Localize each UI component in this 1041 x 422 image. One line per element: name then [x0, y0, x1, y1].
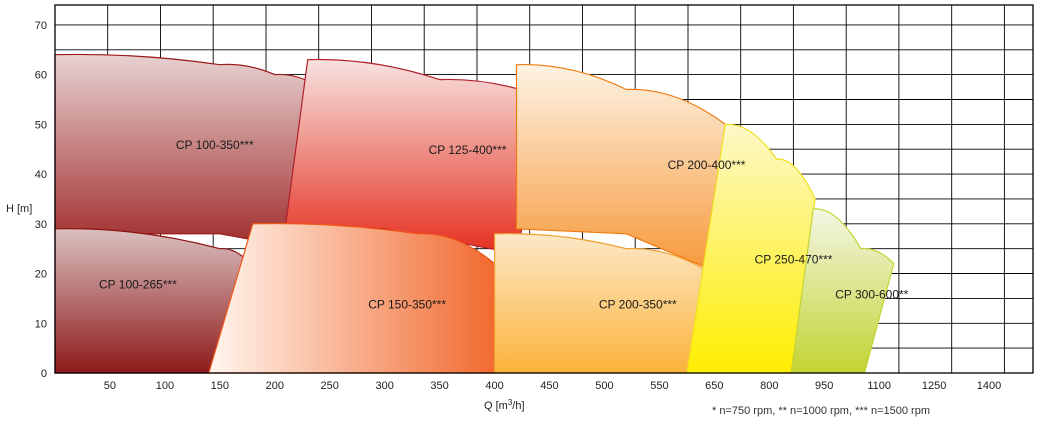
x-axis-label-base: Q [m — [484, 400, 508, 412]
x-tick-label: 150 — [211, 380, 229, 392]
region-label: CP 200-350*** — [599, 297, 677, 311]
y-axis-label: H [m] — [6, 203, 32, 215]
pump-region — [494, 232, 704, 374]
y-tick-label: 20 — [35, 269, 47, 281]
x-axis-label: Q [m3/h] — [484, 398, 525, 412]
x-tick-label: 500 — [595, 380, 613, 392]
x-tick-label: 1100 — [867, 380, 891, 392]
region-labels: CP 100-350*** CP 125-400*** CP 200-400*** C… — [99, 138, 909, 311]
region-label: CP 100-350*** — [176, 138, 254, 152]
pump-region — [790, 208, 895, 374]
x-tick-label: 350 — [430, 380, 448, 392]
y-tick-label: 30 — [35, 219, 47, 231]
x-tick-label: 50 — [104, 380, 116, 392]
speed-footnote: * n=750 rpm, ** n=1000 rpm, *** n=1500 r… — [712, 405, 930, 417]
tick-labels: 50 100 150 200 250 300 350 400 450 500 550 650 800 95… — [35, 20, 1001, 392]
pump-region — [686, 123, 816, 374]
y-tick-label: 60 — [35, 70, 47, 82]
pump-regions — [54, 53, 895, 374]
plot-frame — [54, 4, 1034, 374]
region-label: CP 150-350*** — [368, 297, 446, 311]
y-tick-label: 50 — [35, 119, 47, 131]
y-tick-label: 40 — [35, 169, 47, 181]
x-tick-label: 800 — [760, 380, 778, 392]
x-tick-label: 100 — [156, 380, 174, 392]
x-tick-label: 300 — [376, 380, 394, 392]
x-tick-label: 250 — [321, 380, 339, 392]
x-tick-label: 650 — [705, 380, 723, 392]
axes — [54, 4, 1034, 374]
region-label: CP 100-265*** — [99, 278, 177, 292]
x-tick-label: 1250 — [922, 380, 946, 392]
x-tick-label: 400 — [485, 380, 503, 392]
y-tick-label: 0 — [41, 368, 47, 380]
region-label: CP 125-400*** — [429, 143, 507, 157]
y-tick-label: 70 — [35, 20, 47, 32]
x-tick-label: 450 — [540, 380, 558, 392]
x-axis-label-end: /h] — [512, 400, 524, 412]
y-tick-label: 10 — [35, 318, 47, 330]
region-label: CP 250-470*** — [755, 253, 833, 267]
x-tick-label: 550 — [650, 380, 668, 392]
region-label: CP 300-600** — [835, 287, 908, 301]
x-tick-label: 950 — [815, 380, 833, 392]
x-axis-label-sup: 3 — [508, 398, 513, 407]
x-tick-label: 200 — [266, 380, 284, 392]
region-label: CP 200-400*** — [668, 158, 746, 172]
x-tick-label: 1400 — [977, 380, 1001, 392]
